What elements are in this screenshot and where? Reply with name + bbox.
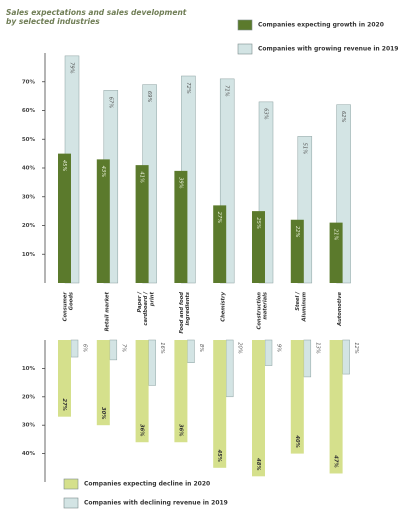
x-tick-label: materials (263, 292, 269, 320)
bar (342, 339, 350, 375)
x-tick-label: Construction (256, 292, 262, 330)
bar (135, 165, 149, 283)
bar (174, 170, 188, 283)
value-label: 36% (177, 424, 183, 436)
value-label: 7% (120, 344, 126, 352)
value-label: 9% (276, 344, 282, 352)
value-label: 41% (139, 171, 145, 183)
value-label: 25% (255, 217, 261, 229)
bar (264, 339, 273, 366)
value-label: 6% (82, 344, 88, 352)
value-label: 30% (100, 407, 106, 419)
value-label: 67% (107, 97, 113, 109)
bar (213, 340, 227, 468)
bar (290, 340, 304, 454)
x-tick-label: Steel / (295, 291, 301, 311)
bar (96, 159, 110, 283)
bar (329, 340, 343, 474)
value-label: 79% (69, 62, 75, 74)
y-tick-label: 20% (22, 223, 36, 229)
value-label: 71% (224, 85, 230, 97)
bar (135, 340, 149, 443)
value-label: 21% (333, 229, 339, 241)
value-label: 63% (263, 108, 269, 120)
bar (225, 339, 234, 398)
bar (70, 339, 79, 358)
value-label: 45% (216, 450, 222, 462)
bar (252, 340, 265, 477)
y-tick-label: 60% (22, 108, 36, 114)
value-label: 12% (353, 342, 359, 354)
y-tick-label: 30% (22, 194, 36, 200)
y-tick-label: 40% (22, 166, 36, 172)
chart-title: Sales expectations and sales development (6, 8, 187, 17)
value-label: 16% (159, 342, 165, 354)
value-label: 8% (198, 344, 204, 352)
x-tick-label: Food and food (179, 292, 185, 334)
value-label: 51% (301, 143, 307, 155)
legend-swatch (63, 497, 79, 509)
value-label: 47% (333, 455, 339, 467)
x-tick-label: Chemistry (221, 291, 227, 321)
x-tick-label: Automotive (337, 292, 343, 327)
x-tick-label: cardboard / (143, 291, 149, 326)
legend-label: Companies expecting decline in 2020 (84, 481, 210, 488)
x-tick-label: Aluminum (301, 291, 307, 322)
y-tick-label: 70% (22, 79, 36, 85)
bar (290, 219, 304, 283)
y-tick-label: 50% (22, 137, 36, 143)
value-label: 40% (294, 435, 300, 447)
y-tick-label: 10% (22, 366, 36, 372)
legend-swatch (237, 43, 253, 55)
legend-label: Companies expecting growth in 2020 (258, 22, 384, 29)
value-label: 22% (294, 226, 300, 238)
value-label: 27% (61, 398, 67, 410)
x-tick-label: Retail market (104, 291, 110, 331)
bar (109, 339, 118, 361)
value-label: 36% (139, 424, 145, 436)
bar (148, 339, 156, 386)
value-label: 43% (100, 166, 106, 178)
x-tick-label: Goods (69, 292, 75, 310)
bar (252, 211, 265, 283)
value-label: 39% (177, 177, 183, 189)
value-label: 72% (185, 82, 191, 94)
bar (213, 205, 227, 283)
chart-title: by selected industries (6, 17, 100, 26)
bar (58, 153, 71, 283)
bar (96, 340, 110, 426)
x-tick-label: print (149, 291, 155, 307)
legend-label: Companies with declining revenue in 2019 (84, 500, 228, 507)
y-tick-label: 30% (22, 423, 36, 429)
value-label: 20% (237, 342, 243, 354)
value-label: 48% (255, 458, 261, 470)
bar (174, 340, 188, 443)
value-label: 45% (61, 160, 67, 172)
bar (303, 339, 312, 378)
value-label: 69% (146, 91, 152, 103)
bar (187, 339, 195, 363)
value-label: 27% (216, 212, 222, 224)
legend-label: Companies with growing revenue in 2019 (258, 46, 398, 53)
legend-swatch (63, 478, 79, 490)
value-label: 13% (314, 342, 320, 354)
x-tick-label: ingredients (185, 292, 191, 326)
legend-swatch (237, 19, 253, 31)
x-tick-label: Consumer (62, 292, 68, 322)
y-tick-label: 40% (22, 451, 36, 457)
x-tick-label: Paper / (137, 291, 143, 313)
bar (329, 222, 343, 283)
y-tick-label: 20% (22, 394, 36, 400)
y-tick-label: 10% (22, 252, 36, 258)
bar (58, 340, 71, 417)
value-label: 62% (340, 111, 346, 123)
